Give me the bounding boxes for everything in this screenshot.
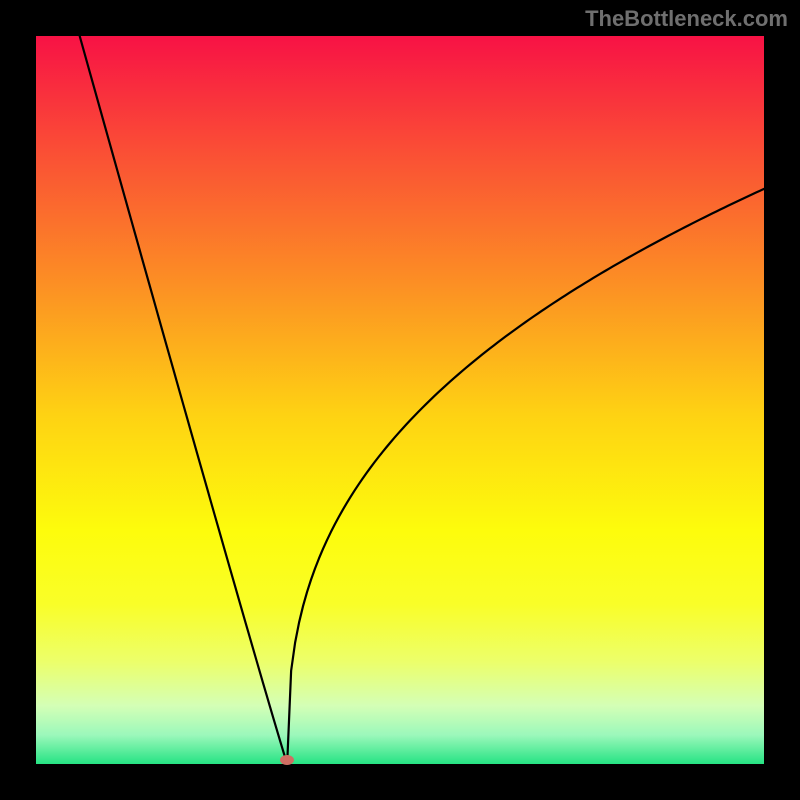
watermark-text: TheBottleneck.com xyxy=(585,6,788,32)
valley-marker xyxy=(280,755,294,765)
chart-plot-area xyxy=(36,36,764,764)
chart-background xyxy=(36,36,764,764)
chart-svg xyxy=(36,36,764,764)
